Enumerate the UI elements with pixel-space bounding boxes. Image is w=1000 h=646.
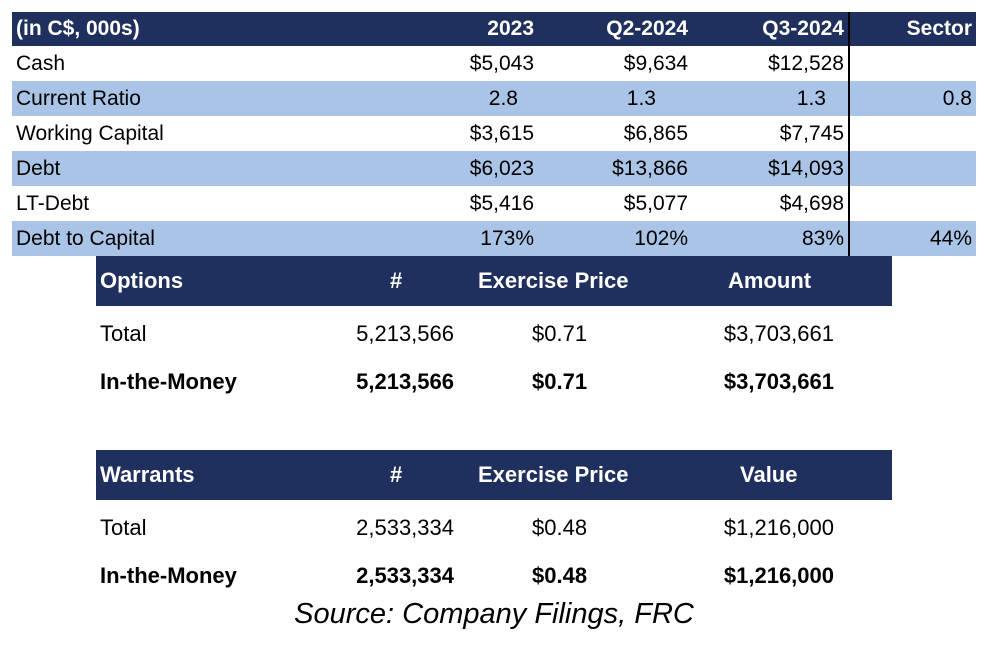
cell-q3-2024: $14,093	[694, 151, 850, 186]
header-count: #	[390, 268, 403, 293]
row-label: Debt	[12, 151, 430, 186]
cell-price: $0.48	[532, 515, 588, 540]
header-amount: Amount	[728, 268, 812, 293]
header-units: (in C$, 000s)	[12, 12, 430, 46]
financial-summary-table: (in C$, 000s) 2023 Q2-2024 Q3-2024 Secto…	[12, 12, 976, 256]
header-sector: Sector	[849, 12, 976, 46]
cell-q2-2024: $13,866	[538, 151, 694, 186]
cell-amount: $3,703,661	[723, 321, 834, 346]
table-header-row: (in C$, 000s) 2023 Q2-2024 Q3-2024 Secto…	[12, 12, 976, 46]
cell-q2-2024: $9,634	[623, 51, 688, 75]
row-label: Total	[100, 321, 147, 346]
cell-sector: 44%	[849, 221, 976, 256]
cell-count: 5,213,566	[356, 321, 454, 346]
cell-value: $1,216,000	[723, 563, 834, 588]
table-row: Debt $6,023 $13,866 $14,093	[12, 151, 976, 186]
header-count: #	[390, 462, 403, 487]
table-row: Total 2,533,334 $0.48 $1,216,000	[96, 504, 892, 552]
cell-q3-2024: $7,745	[694, 116, 850, 151]
row-label: Working Capital	[16, 121, 164, 145]
cell-q2-2024: $5,077	[623, 191, 688, 215]
cell-price: $0.48	[532, 563, 588, 588]
cell-count: 2,533,334	[356, 563, 454, 588]
cell-price: $0.71	[532, 321, 588, 346]
table-row: LT-Debt $5,416 $5,077 $4,698	[12, 186, 976, 221]
cell-2023: $5,043	[469, 51, 534, 75]
row-label: LT-Debt	[16, 191, 90, 215]
row-label: In-the-Money	[100, 369, 237, 394]
header-warrants: Warrants	[100, 462, 195, 487]
cell-sector	[849, 186, 976, 221]
table-row: Cash $5,043 $9,634 $12,528	[12, 46, 976, 81]
header-value: Value	[740, 462, 798, 487]
cell-sector	[849, 46, 976, 81]
cell-value: $1,216,000	[723, 515, 834, 540]
cell-q2-2024: 102%	[538, 221, 694, 256]
table-row: In-the-Money 5,213,566 $0.71 $3,703,661	[96, 358, 892, 406]
source-note: Source: Company Filings, FRC	[294, 598, 694, 630]
cell-sector	[849, 151, 976, 186]
cell-q3-2024: $4,698	[694, 186, 850, 221]
cell-q3-2024: $12,528	[694, 46, 850, 81]
cell-sector: 0.8	[849, 81, 976, 116]
cell-q2-2024: $6,865	[623, 121, 688, 145]
options-table: Options # Exercise Price Amount Total 5,…	[96, 256, 892, 406]
table-row: Debt to Capital 173% 102% 83% 44%	[12, 221, 976, 256]
cell-2023: $6,023	[430, 151, 538, 186]
cell-2023: 173%	[430, 221, 538, 256]
cell-2023: 2.8	[430, 81, 538, 116]
warrants-table: Warrants # Exercise Price Value Total 2,…	[96, 450, 892, 600]
table-row: Working Capital $3,615 $6,865 $7,745	[12, 116, 976, 151]
row-label: In-the-Money	[100, 563, 237, 588]
row-label: Debt to Capital	[12, 221, 430, 256]
cell-count: 2,533,334	[356, 515, 454, 540]
header-2023: 2023	[430, 12, 538, 46]
table-row: Current Ratio 2.8 1.3 1.3 0.8	[12, 81, 976, 116]
table-row: Total 5,213,566 $0.71 $3,703,661	[96, 310, 892, 358]
cell-price: $0.71	[532, 369, 588, 394]
cell-q3-2024: 83%	[694, 221, 850, 256]
warrants-header-row: Warrants # Exercise Price Value	[96, 450, 892, 500]
cell-2023: $3,615	[469, 121, 534, 145]
row-label: Current Ratio	[12, 81, 430, 116]
cell-count: 5,213,566	[356, 369, 454, 394]
row-label: Total	[100, 515, 147, 540]
header-options: Options	[100, 268, 184, 293]
options-header-row: Options # Exercise Price Amount	[96, 256, 892, 306]
header-exercise-price: Exercise Price	[478, 268, 629, 293]
header-q3-2024: Q3-2024	[694, 12, 850, 46]
cell-2023: $5,416	[469, 191, 534, 215]
header-q2-2024: Q2-2024	[538, 12, 694, 46]
table-row: In-the-Money 2,533,334 $0.48 $1,216,000	[96, 552, 892, 600]
row-label: Cash	[16, 51, 66, 75]
cell-q2-2024: 1.3	[538, 81, 694, 116]
cell-q3-2024: 1.3	[694, 81, 850, 116]
cell-amount: $3,703,661	[723, 369, 834, 394]
cell-sector	[849, 116, 976, 151]
header-exercise-price: Exercise Price	[478, 462, 629, 487]
